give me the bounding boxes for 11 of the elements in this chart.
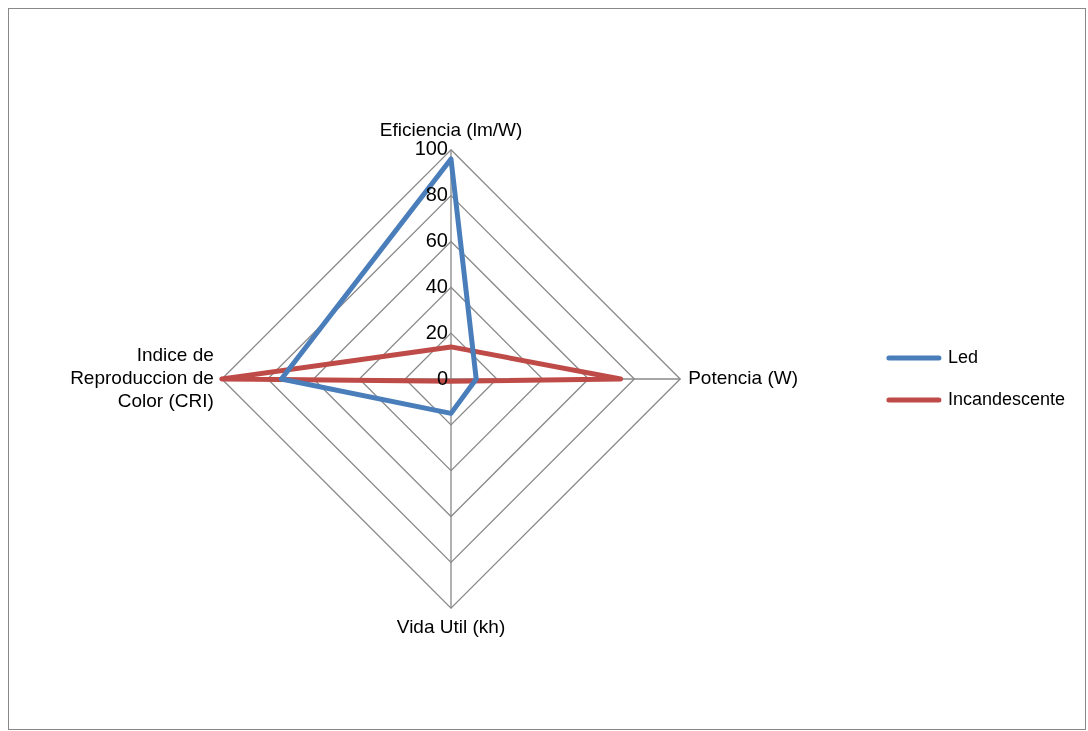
y-tick-label: 40	[425, 274, 448, 297]
spoke-label: Vida Util (kh)	[396, 615, 506, 637]
legend-label: Led	[947, 346, 978, 367]
y-tick-label: 80	[425, 183, 448, 206]
y-tick-label: 60	[425, 229, 448, 251]
legend-label: Incandescente	[947, 388, 1066, 409]
y-tick-label: 100	[414, 137, 448, 160]
spoke-label: Eficiencia (lm/W)	[379, 118, 523, 140]
spoke-label: Indice de Reproduccion de Color (CRI)	[70, 344, 214, 412]
spoke-label: Potencia (W)	[688, 367, 799, 389]
y-tick-label: 20	[425, 320, 448, 343]
